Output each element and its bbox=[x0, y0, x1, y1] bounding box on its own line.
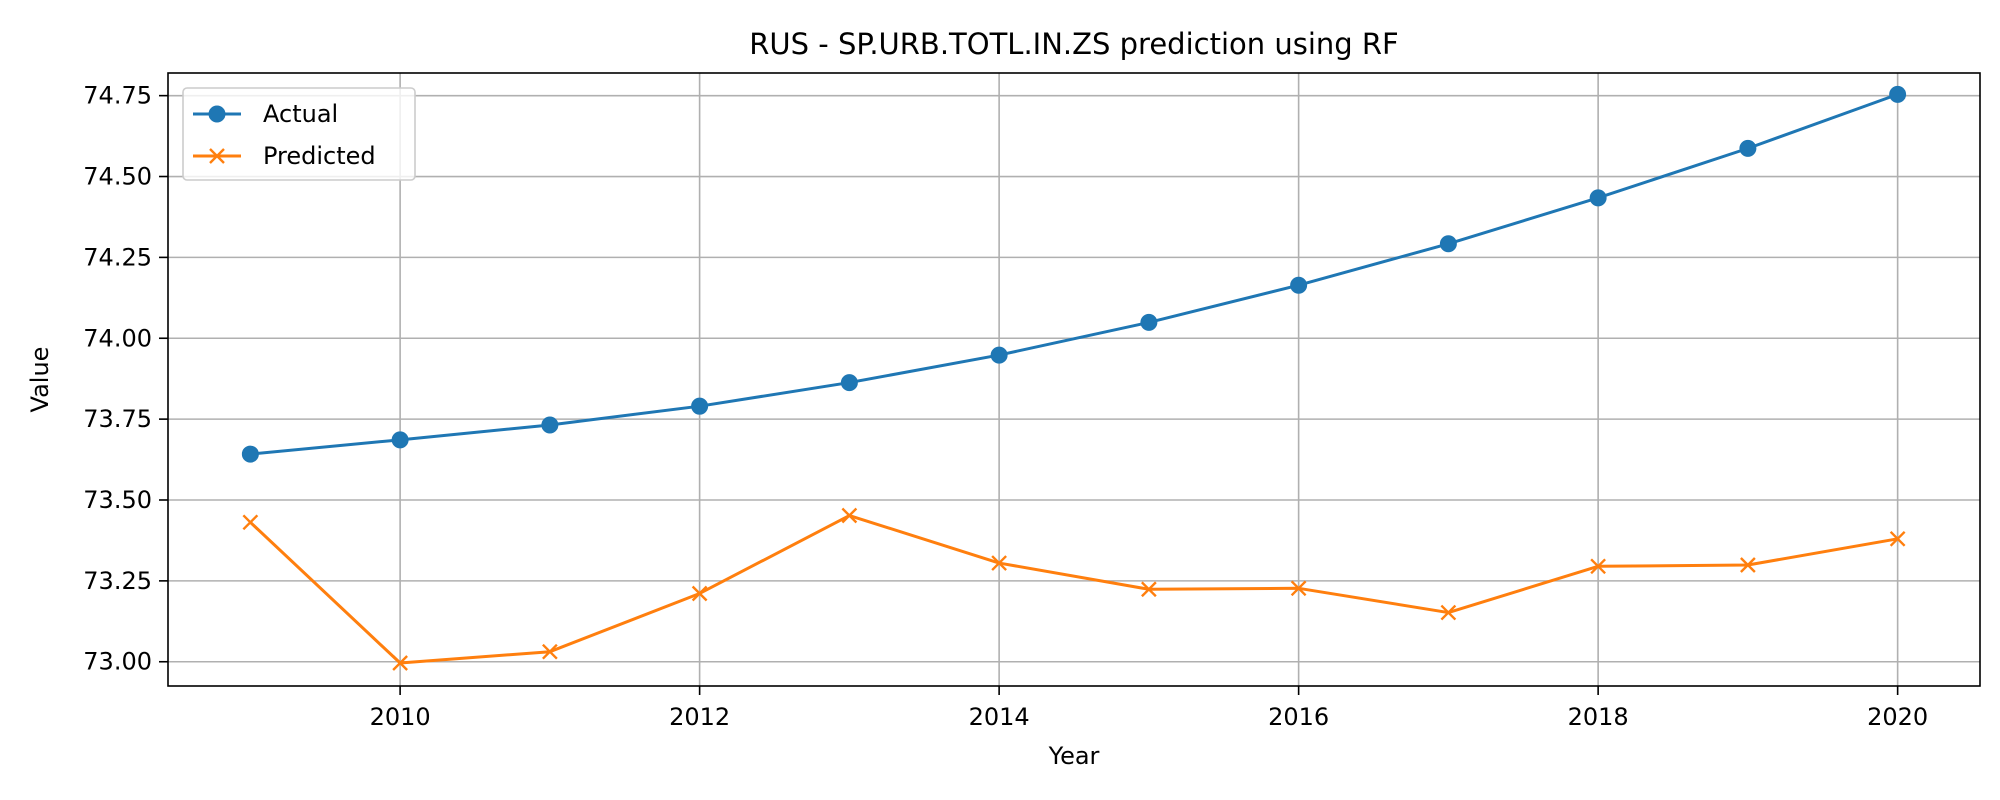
predicted-point-stroke bbox=[542, 643, 558, 660]
actual-point bbox=[691, 397, 709, 415]
predicted-point-stroke bbox=[1590, 558, 1606, 575]
plot-frame bbox=[167, 72, 1981, 687]
y-tick-label: 74.00 bbox=[83, 324, 152, 352]
y-tick-label: 74.75 bbox=[83, 82, 152, 110]
predicted-point bbox=[1440, 604, 1457, 621]
y-tick-label: 73.00 bbox=[83, 648, 152, 676]
predicted-point bbox=[1740, 557, 1756, 573]
x-tick-label: 2018 bbox=[1568, 703, 1629, 731]
series-actual bbox=[241, 85, 1907, 463]
x-tick-label: 2020 bbox=[1867, 703, 1928, 731]
actual-point bbox=[391, 431, 409, 449]
x-tick-label: 2014 bbox=[969, 703, 1030, 731]
predicted-point-stroke bbox=[991, 555, 1007, 571]
predicted-point bbox=[1889, 530, 1906, 547]
predicted-point bbox=[1141, 581, 1157, 598]
actual-line bbox=[250, 92, 1899, 456]
chart-title: RUS - SP.URB.TOTL.IN.ZS prediction using… bbox=[749, 27, 1398, 61]
actual-point bbox=[1889, 85, 1907, 103]
actual-point bbox=[1140, 313, 1158, 331]
predicted-point bbox=[542, 643, 558, 660]
actual-point bbox=[1439, 235, 1457, 253]
series-layer bbox=[241, 85, 1907, 671]
x-tick-label: 2016 bbox=[1268, 703, 1329, 731]
y-axis-title: Value bbox=[26, 347, 54, 413]
predicted-point-stroke bbox=[841, 507, 858, 524]
legend-actual-marker bbox=[208, 105, 226, 123]
y-tick-label: 73.25 bbox=[83, 567, 152, 595]
actual-point bbox=[990, 346, 1008, 364]
predicted-line bbox=[249, 514, 1898, 665]
actual-point bbox=[241, 445, 259, 463]
y-tick-label: 73.75 bbox=[83, 405, 152, 433]
legend-predicted-label: Predicted bbox=[263, 142, 376, 170]
series-predicted bbox=[242, 507, 1906, 671]
x-tick-label: 2012 bbox=[669, 703, 730, 731]
predicted-point bbox=[1590, 558, 1606, 575]
x-axis-title: Year bbox=[1048, 742, 1100, 770]
y-tick-label: 74.50 bbox=[83, 163, 152, 191]
predicted-point-stroke bbox=[1740, 557, 1756, 573]
predicted-point-stroke bbox=[1889, 530, 1906, 547]
predicted-point-stroke bbox=[691, 585, 708, 602]
legend-predicted-marker-stroke bbox=[209, 148, 225, 164]
predicted-point bbox=[1290, 580, 1307, 597]
predicted-point-stroke bbox=[1290, 580, 1307, 597]
ticks: 2010 2012 2014 2016 2018 2020 73.00 73.25 73.50 7… bbox=[83, 82, 1928, 731]
predicted-point bbox=[841, 507, 858, 524]
predicted-point-stroke bbox=[1440, 604, 1457, 621]
predicted-point bbox=[392, 655, 408, 671]
actual-point bbox=[1290, 276, 1308, 294]
actual-point bbox=[1739, 139, 1757, 157]
y-tick-label: 73.50 bbox=[83, 486, 152, 514]
legend-actual-label: Actual bbox=[263, 100, 338, 128]
predicted-point-stroke bbox=[392, 655, 408, 671]
predicted-point-stroke bbox=[1141, 581, 1157, 598]
predicted-point bbox=[242, 514, 259, 531]
x-tick-label: 2010 bbox=[370, 703, 431, 731]
predicted-point bbox=[691, 585, 708, 602]
predicted-point bbox=[991, 555, 1007, 571]
actual-point bbox=[840, 374, 858, 392]
actual-point bbox=[541, 416, 559, 434]
legend: Actual Predicted bbox=[182, 87, 416, 181]
actual-point bbox=[1589, 189, 1607, 207]
predicted-point-stroke bbox=[242, 514, 259, 531]
legend-predicted-marker bbox=[209, 148, 225, 164]
y-tick-label: 74.25 bbox=[83, 243, 152, 271]
